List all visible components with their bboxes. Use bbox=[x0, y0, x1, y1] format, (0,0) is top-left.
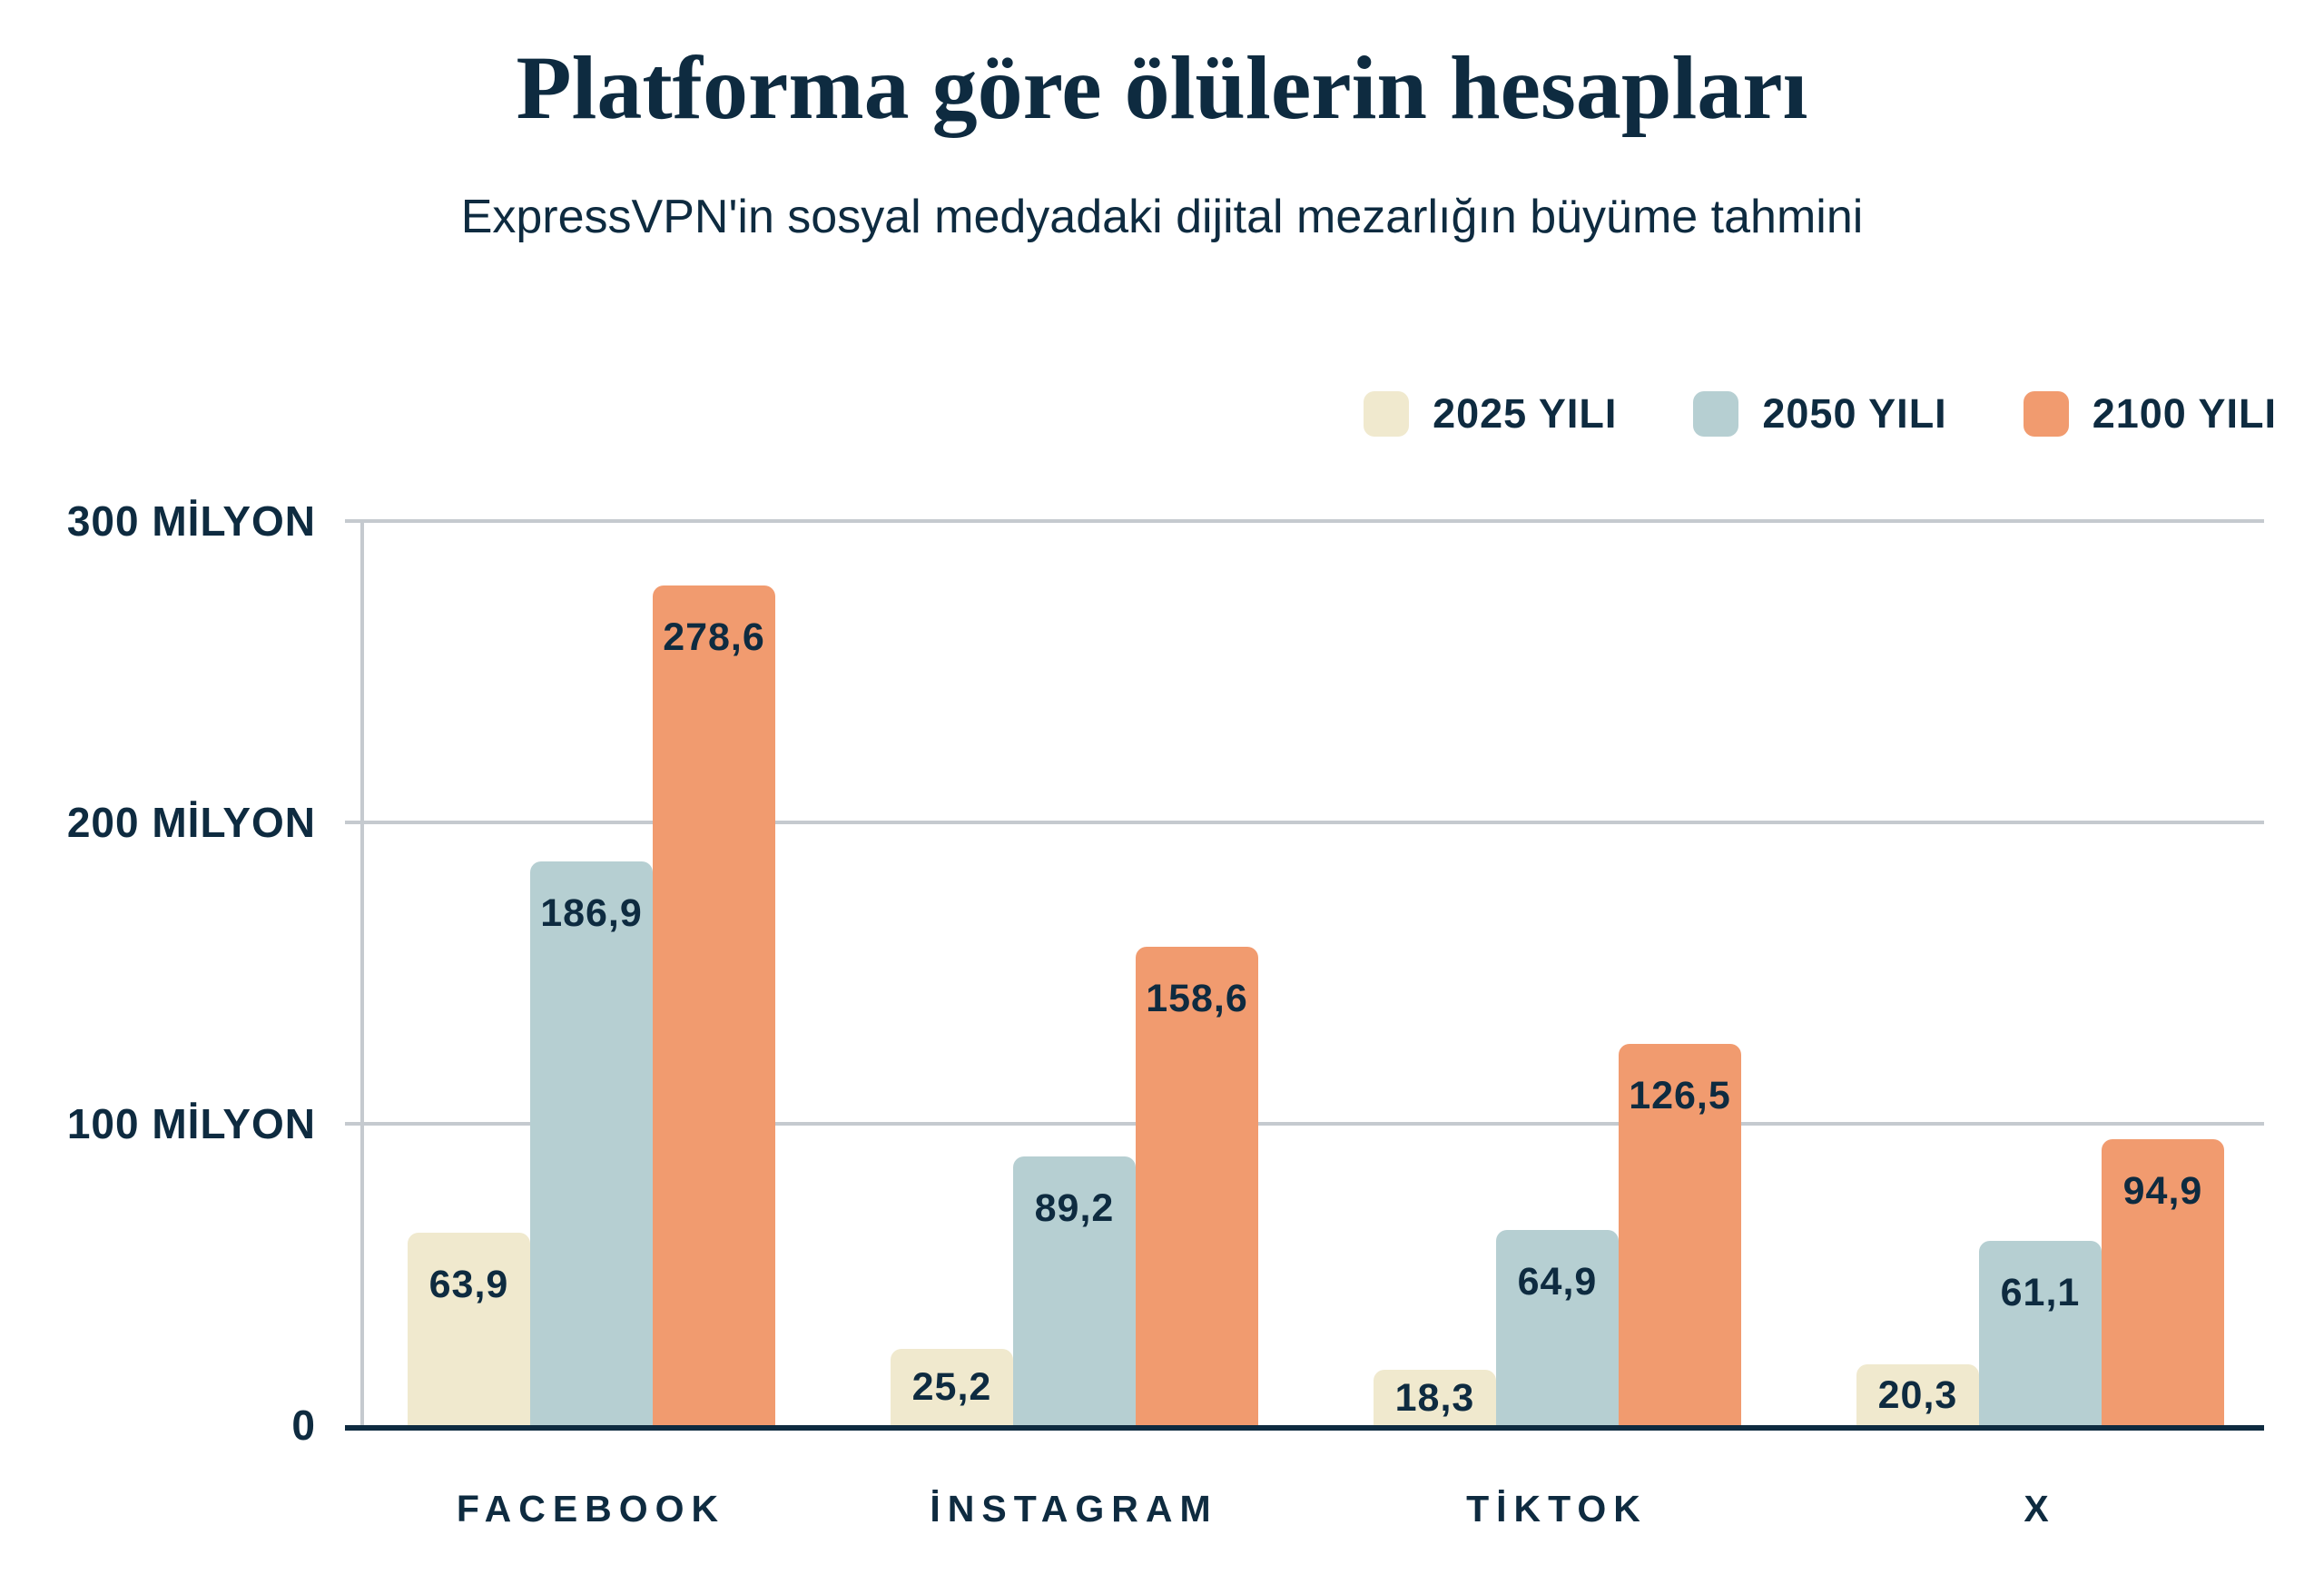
bar-ti̇ktok-2025: 18,3 bbox=[1374, 1370, 1496, 1425]
y-gridline-300 bbox=[345, 519, 2264, 523]
category-label-x: X bbox=[2024, 1488, 2056, 1530]
bar-x-2025: 20,3 bbox=[1856, 1364, 1979, 1425]
bar-facebook-2050: 186,9 bbox=[530, 861, 653, 1425]
bar-i̇nstagram-2050: 89,2 bbox=[1013, 1156, 1136, 1425]
bar-value-label: 25,2 bbox=[911, 1365, 992, 1409]
bar-facebook-2025: 63,9 bbox=[408, 1233, 530, 1425]
x-axis-line bbox=[345, 1425, 2264, 1431]
chart-title: Platforma göre ölülerin hesapları bbox=[516, 37, 1808, 138]
category-label-ti̇ktok: TİKTOK bbox=[1466, 1488, 1648, 1530]
y-tick-label-200: 200 MİLYON bbox=[66, 799, 316, 846]
legend: 2025 YILI 2050 YILI 2100 YILI bbox=[1364, 390, 2277, 438]
bar-i̇nstagram-2025: 25,2 bbox=[891, 1349, 1013, 1425]
category-label-facebook: FACEBOOK bbox=[456, 1488, 726, 1530]
legend-item-2025-yili: 2025 YILI bbox=[1364, 390, 1617, 438]
legend-item-2050-yili: 2050 YILI bbox=[1693, 390, 1946, 438]
legend-swatch-icon bbox=[1693, 391, 1739, 437]
bar-value-label: 18,3 bbox=[1394, 1376, 1475, 1420]
bar-value-label: 126,5 bbox=[1629, 1074, 1731, 1117]
bar-value-label: 94,9 bbox=[2122, 1169, 2203, 1213]
y-tick-label-100: 100 MİLYON bbox=[66, 1100, 316, 1147]
bar-x-2100: 94,9 bbox=[2102, 1139, 2224, 1425]
y-gridline-200 bbox=[345, 821, 2264, 824]
bar-ti̇ktok-2100: 126,5 bbox=[1619, 1044, 1741, 1425]
bar-value-label: 186,9 bbox=[540, 891, 643, 935]
bar-value-label: 63,9 bbox=[428, 1263, 509, 1306]
chart-subtitle: ExpressVPN'in sosyal medyadaki dijital m… bbox=[460, 191, 1864, 243]
legend-label: 2025 YILI bbox=[1433, 390, 1618, 437]
bar-value-label: 61,1 bbox=[2000, 1271, 2081, 1314]
bar-x-2050: 61,1 bbox=[1979, 1241, 2102, 1425]
bar-value-label: 20,3 bbox=[1877, 1373, 1958, 1417]
bar-value-label: 158,6 bbox=[1146, 977, 1248, 1020]
legend-swatch-icon bbox=[1364, 391, 1410, 437]
y-tick-label-300: 300 MİLYON bbox=[66, 497, 316, 545]
y-gridline-100 bbox=[345, 1122, 2264, 1126]
legend-swatch-icon bbox=[2023, 391, 2069, 437]
bar-ti̇ktok-2050: 64,9 bbox=[1496, 1230, 1619, 1425]
bar-facebook-2100: 278,6 bbox=[653, 585, 775, 1425]
bar-i̇nstagram-2100: 158,6 bbox=[1136, 947, 1258, 1425]
legend-item-2100-yili: 2100 YILI bbox=[2023, 390, 2277, 438]
bar-value-label: 278,6 bbox=[663, 615, 765, 659]
bar-value-label: 89,2 bbox=[1034, 1186, 1115, 1230]
legend-label: 2100 YILI bbox=[2092, 390, 2277, 437]
y-tick-label-0: 0 bbox=[291, 1402, 316, 1449]
y-axis-line bbox=[360, 521, 364, 1425]
legend-label: 2050 YILI bbox=[1762, 390, 1947, 437]
category-label-i̇nstagram: İNSTAGRAM bbox=[930, 1488, 1218, 1530]
bar-value-label: 64,9 bbox=[1517, 1260, 1598, 1304]
